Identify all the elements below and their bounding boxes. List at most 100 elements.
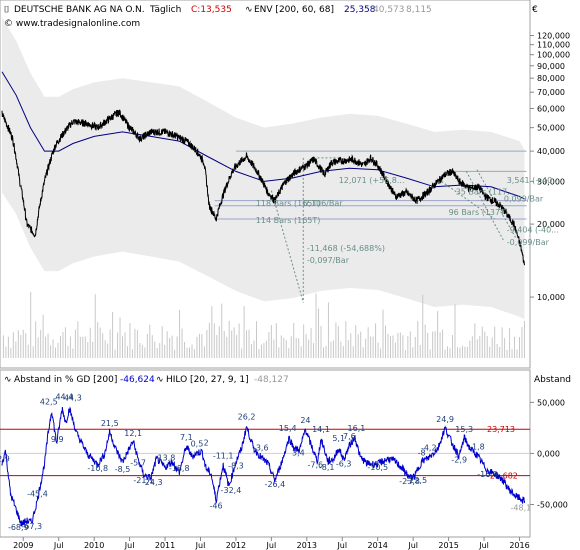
hilo-value: -48,127 (254, 375, 289, 385)
pivot-label: 2 (204, 438, 209, 447)
lower-chart-layer: 50,000 0,000 -50,000 23,713 -21,682 2,9 -45,4 -… (0, 392, 568, 550)
pivot-label: 16,1 (348, 424, 366, 433)
y-tick-label: 30,000 (537, 177, 565, 186)
pivot-label: 26,2 (238, 413, 256, 422)
y-tick-label: 120,000 (537, 31, 570, 40)
y-tick-label: 60,000 (537, 104, 565, 113)
x-tick-label: Jul (53, 541, 64, 550)
pivot-label: 5,1 (332, 434, 345, 443)
pivot-label: -67,3 (21, 522, 42, 531)
pivot-label: -45,4 (27, 489, 48, 498)
measure-line (270, 190, 304, 303)
website-label: © www.tradesignalonline.com (4, 19, 140, 29)
pivot-label: -46 (210, 502, 223, 511)
pivot-label: -5,7 (130, 459, 146, 468)
pivot-label: -2,9 (451, 456, 467, 465)
pivot-label: -8 (418, 448, 426, 457)
measure-line (441, 181, 495, 220)
x-tick-label: 2011 (155, 541, 175, 550)
pivot-label: 42,5 (40, 397, 58, 406)
y-tick-label: 10,000 (537, 293, 565, 302)
pivot-label: 15,4 (279, 424, 297, 433)
x-tick-label: 2016 (509, 541, 529, 550)
env-value: 25,358 (344, 5, 376, 15)
currency-label: € (532, 5, 538, 15)
x-tick-label: Jul (266, 541, 277, 550)
pivot-label: -48,1 (511, 504, 532, 513)
close-label: C:13,535 (191, 5, 232, 15)
abstand-value: -46,624 (120, 375, 155, 385)
measure-annotation: -0,099/Bar (507, 238, 550, 247)
measure-annotation: -11,468 (-54,688%) (307, 244, 385, 253)
pivot-label: -10,5 (367, 463, 388, 472)
pivot-label: -21,1 (133, 476, 154, 485)
upper-header: ⌷ DEUTSCHE BANK AG NA O.N. Täglich C:13,… (4, 5, 432, 29)
measure-annotation: 3,541 (+40... (507, 176, 560, 185)
x-tick-label: 2009 (13, 541, 33, 550)
x-tick-label: 2014 (368, 541, 388, 550)
pivot-label: -8,5 (115, 465, 131, 474)
measure-annotation: 118 Bars (165T) (256, 199, 321, 208)
y-tick-label: 70,000 (537, 88, 565, 97)
pivot-label: -22,5 (406, 476, 427, 485)
pivot-label: 24 (300, 416, 310, 425)
abstand-label: Abstand in % GD [200] (14, 375, 117, 385)
pivot-label: -4,2 (421, 443, 437, 452)
pivot-label: 14,1 (312, 425, 330, 434)
pivot-label: 7,1 (180, 433, 193, 442)
x-tick-label: Jul (336, 541, 347, 550)
x-tick-label: Jul (124, 541, 135, 550)
instrument-title: DEUTSCHE BANK AG NA O.N. (14, 5, 145, 15)
interval-label: Täglich (149, 5, 181, 15)
pivot-label: -16,9 (477, 470, 498, 479)
pivot-label: -7,6 (308, 461, 324, 470)
y-tick-label: 50,000 (537, 124, 565, 133)
x-tick-label: 2012 (226, 541, 246, 550)
pivot-label: -13,8 (155, 454, 176, 463)
measure-line (476, 169, 517, 239)
pivot-label: -23,8 (399, 477, 420, 486)
pivot-label: 21,5 (101, 419, 119, 428)
hilo-icon: ∿ (156, 375, 164, 385)
x-tick-label: Jul (407, 541, 418, 550)
price-line (1, 109, 525, 266)
measure-annotation: 114 Bars (165T) (256, 216, 321, 225)
pivot-label: 44,4 (55, 392, 73, 401)
y-tick-label: 80,000 (537, 74, 565, 83)
level-label: 23,713 (487, 425, 515, 434)
measure-annotation: -0,097/Bar (307, 256, 350, 265)
y-tick-label: -50,000 (537, 500, 568, 509)
env-icon: ∿ (245, 5, 253, 15)
y-tick-label: 100,000 (537, 51, 570, 60)
measure-annotation: 96 Bars (137T) (449, 208, 509, 217)
x-tick-label: 2013 (297, 541, 317, 550)
envelope-band (2, 17, 525, 320)
env-lower: 8,115 (406, 5, 432, 15)
pivot-label: 0,5 (191, 439, 204, 448)
x-tick-label: Jul (478, 541, 489, 550)
hilo-label: HILO [20, 27, 9, 1] (166, 375, 249, 385)
env-upper: 40,573 (373, 5, 405, 15)
pivot-label: -10,8 (87, 464, 108, 473)
pivot-label: -1,8 (469, 442, 485, 451)
measure-annotation: 12,071 (+56,8... (339, 176, 405, 185)
pivot-label: -11,1 (213, 452, 234, 461)
measure-annotation: 0,099/Bar (504, 194, 544, 203)
y-tick-label: 40,000 (537, 147, 565, 156)
pivot-label: 2,9 (0, 455, 10, 464)
pivot-label: 44,3 (64, 393, 82, 402)
y-tick-label: 110,000 (537, 41, 570, 50)
x-tick-label: 2010 (84, 541, 104, 550)
pivot-label: -3,6 (253, 443, 269, 452)
pivot-label: -24,3 (142, 478, 163, 487)
y-tick-label: 90,000 (537, 62, 565, 71)
pivot-label: -26,4 (265, 480, 286, 489)
x-tick-label: 2015 (438, 541, 458, 550)
pivot-label: 3,4 (292, 448, 305, 457)
pivot-label: 24,9 (436, 415, 454, 424)
pivot-label: -8,1 (319, 463, 335, 472)
measure-annotation: 0,106/Bar (303, 199, 343, 208)
pivot-label: 15,3 (455, 425, 473, 434)
